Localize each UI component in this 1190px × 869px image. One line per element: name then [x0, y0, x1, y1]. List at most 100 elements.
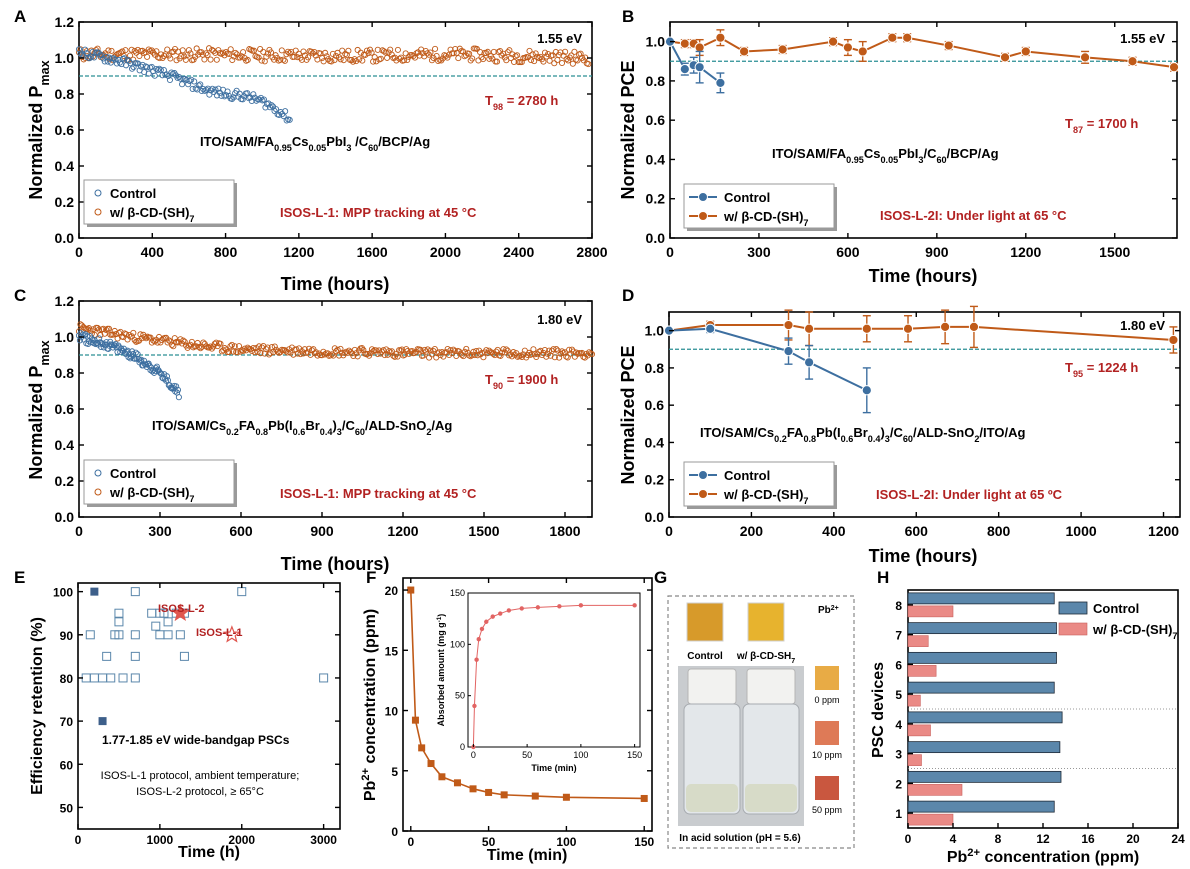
panel-a-device-stack: ITO/SAM/FA0.95Cs0.05PbI3 /C60/BCP/Ag: [200, 134, 430, 153]
panel-a-control-point: [248, 97, 255, 104]
panel-h-treated-bar: [907, 724, 931, 737]
panel-a-treated-point: [562, 48, 569, 55]
panel-a-control-point: [154, 66, 161, 74]
panel-b-treated-point: [999, 52, 1011, 63]
panel-c-device-stack-part: /ALD-SnO: [365, 418, 426, 433]
panel-c-treated-point: [105, 325, 113, 332]
panel-d-device-stack-part: 0.8: [803, 434, 816, 444]
panel-c-control-point: [173, 383, 180, 390]
panel-f-inset-frame: [467, 592, 641, 748]
panel-c-device-stack-part: ): [332, 418, 336, 433]
panel-c-ytick-label: 0.0: [55, 509, 75, 525]
panel-a-treated-point: [223, 49, 230, 56]
panel-a-control-point: [192, 85, 199, 92]
panel-c-control-point: [124, 347, 131, 354]
panel-a-treated-point: [331, 57, 338, 64]
panel-c-treated-point: [171, 335, 178, 342]
panel-a-treated-point: [529, 51, 536, 58]
panel-c-treated-point: [165, 337, 173, 344]
panel-c-treated-point: [251, 349, 258, 356]
panel-c-treated-point: [138, 335, 145, 342]
panel-b-device-stack-part: 0.05: [880, 155, 898, 165]
panel-d-ytick-label: 0.2: [645, 472, 665, 488]
panel-g-caption: In acid solution (pH = 5.6): [679, 833, 800, 844]
panel-e-star-label: ISOS-L-2: [158, 603, 204, 615]
panel-f-xtick-label: 0: [407, 835, 414, 849]
panel-a-treated-point: [305, 54, 312, 61]
panel-c-device-stack-part: 60: [355, 427, 365, 437]
panel-e-ytick-label: 70: [60, 715, 74, 729]
panel-b-xtick-label: 300: [747, 244, 771, 260]
panel-a-control-point: [286, 116, 293, 123]
panel-c-treated-point: [250, 345, 257, 352]
panel-c-device-stack-part: 3: [337, 427, 342, 437]
panel-a-control-point: [89, 48, 96, 55]
panel-c-treated-point: [588, 351, 596, 358]
panel-a-treated-point: [514, 52, 521, 59]
panel-c-treated-point: [90, 326, 97, 333]
panel-d-control-point: [783, 346, 794, 357]
panel-c-treated-point: [563, 353, 570, 360]
panel-a-xtick-label: 0: [75, 244, 83, 260]
panel-g-scale-swatch: [815, 776, 839, 800]
panel-a-treated-point: [528, 57, 535, 64]
panel-d-xtick-label: 1000: [1066, 523, 1097, 539]
panel-d-device-stack-part: 2: [974, 434, 979, 444]
panel-c-xtick-label: 1800: [549, 523, 580, 539]
panel-c-treated-point: [235, 343, 243, 350]
panel-f-inset-point: [474, 657, 479, 662]
panel-c-ylabel-part: max: [38, 340, 52, 365]
panel-c-xtick-label: 0: [75, 523, 83, 539]
panel-c-treated-point: [87, 327, 94, 334]
panel-c-xtick-label: 1200: [387, 523, 418, 539]
panel-c-control-point: [132, 349, 139, 356]
panel-c-treated-point: [461, 348, 468, 355]
panel-c-control-point: [107, 338, 114, 345]
panel-f-point: [500, 791, 508, 799]
panel-b: 0 300 600 900 1200 1500 0.0 0.2 0.4 0.6 0.8 1.0 B Tim…: [618, 7, 1180, 286]
panel-e-isos-l1-point: [130, 587, 140, 597]
panel-f-inset-ytick-label: 0: [460, 742, 465, 752]
panel-c-treated-point: [470, 348, 477, 355]
panel-a-treated-point: [510, 58, 518, 65]
panel-a-ytick-label: 0.0: [55, 230, 75, 246]
panel-d-treated-point: [804, 323, 815, 334]
panel-f-ytick-label: 5: [391, 765, 398, 779]
panel-f-inset-point: [557, 604, 562, 609]
panel-a-treated-point: [179, 47, 186, 54]
panel-a-control-point: [183, 77, 190, 84]
panel-c-treated-point: [398, 346, 405, 353]
panel-a-treated-point: [432, 45, 439, 52]
panel-a-legend-label-part: w/ β-CD-(SH): [109, 205, 189, 220]
panel-e-star-marker: [171, 603, 190, 622]
panel-a-treated-point: [322, 49, 329, 56]
panel-a-treated-point: [531, 58, 538, 65]
panel-a-treated-point: [278, 47, 285, 54]
panel-d-treated-point: [861, 323, 872, 334]
panel-f-inset-ylabel-part: Absorbed amount (mg g: [436, 622, 446, 726]
panel-a-control-point: [206, 91, 213, 98]
panel-c-control-point: [76, 337, 83, 344]
panel-a-control-point: [204, 85, 211, 92]
panel-a-control-point: [207, 87, 214, 94]
panel-h-treated-bar: [907, 813, 954, 826]
panel-a-device-stack-part: 0.05: [308, 143, 326, 153]
panel-c-legend-marker: [94, 469, 102, 477]
panel-e-isos-l1-point: [163, 617, 173, 627]
panel-c-t-value-part: 90: [493, 381, 503, 391]
panel-g: G Pb2+ Control w/ β-CD-SH7 0 ppm 10 ppm 50 ppm…: [654, 568, 855, 849]
panel-a-control-point: [200, 86, 207, 93]
panel-c-treated-point: [267, 350, 274, 357]
panel-a-treated-point: [229, 56, 236, 64]
panel-c-treated-point: [231, 343, 238, 350]
panel-d-device-stack-part: ): [880, 425, 884, 440]
panel-a-treated-point: [264, 50, 271, 57]
panel-e-isos-l1-point: [237, 587, 247, 597]
panel-a-treated-point: [204, 51, 211, 59]
panel-e-ytick-label: 80: [60, 672, 74, 686]
panel-b-treated-point: [679, 38, 690, 49]
panel-a-treated-point: [366, 46, 374, 53]
panel-c-treated-point: [444, 346, 451, 353]
panel-e-isos-l1-point: [118, 673, 128, 683]
panel-a-treated-point: [232, 49, 239, 56]
